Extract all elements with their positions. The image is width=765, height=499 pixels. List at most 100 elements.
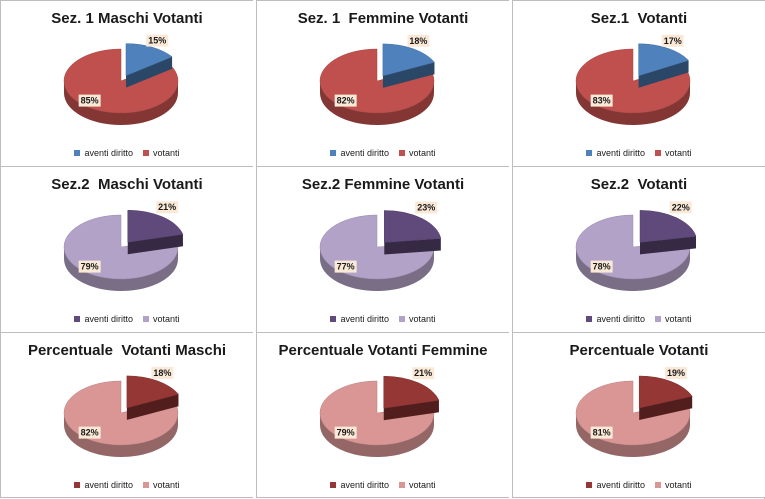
data-label-box	[669, 201, 692, 214]
pie-chart-panel: Sez.1 Votanti 83% 17% aventi diritto votanti	[512, 0, 765, 166]
pie-slice	[638, 43, 690, 88]
slice-cut-face	[638, 60, 689, 88]
data-label-text: 23%	[417, 202, 435, 212]
data-label-box	[590, 94, 613, 107]
chart-legend: aventi diritto votanti	[257, 480, 509, 490]
legend-entry: votanti	[143, 480, 180, 490]
legend-swatch	[330, 316, 337, 322]
data-label-box	[407, 34, 430, 47]
slice-cut-face	[384, 238, 441, 255]
chart-legend: aventi diritto votanti	[1, 314, 253, 324]
legend-entry: votanti	[655, 148, 692, 158]
slice-side	[64, 81, 178, 125]
legend-swatch	[399, 482, 405, 488]
chart-title: Sez. 1 Maschi Votanti	[51, 10, 203, 27]
slice-side	[64, 247, 178, 291]
data-label-text: 79%	[81, 262, 99, 272]
pie-slice	[125, 43, 173, 88]
legend-entry: votanti	[399, 148, 436, 158]
data-label: 79%	[334, 426, 357, 439]
pie-svg: 82% 18%	[319, 34, 435, 125]
slice-side	[320, 81, 434, 125]
data-label: 21%	[412, 367, 435, 380]
pie-chart-panel: Sez.2 Femmine Votanti 77% 23% aventi diritt…	[256, 166, 509, 332]
pie-svg: 83% 17%	[575, 34, 691, 125]
data-label-box	[661, 34, 684, 47]
pie-slice	[382, 43, 435, 88]
data-label-text: 83%	[593, 96, 611, 106]
legend-label: aventi diritto	[596, 148, 645, 158]
slice-cut-face	[126, 394, 179, 420]
legend-swatch	[143, 316, 149, 322]
legend-label: votanti	[409, 314, 436, 324]
pie-svg: 79% 21%	[319, 367, 440, 457]
data-label: 85%	[78, 94, 101, 107]
slice-side	[320, 247, 434, 291]
pie-slice	[383, 375, 440, 421]
legend-label: votanti	[153, 148, 180, 158]
slice-side	[576, 247, 690, 291]
data-label: 82%	[334, 94, 357, 107]
pie-slice	[384, 210, 442, 255]
pie-chart-panel: Percentuale Votanti 81% 19% aventi diritto v…	[512, 332, 765, 498]
pie-svg: 81% 19%	[575, 366, 693, 457]
chart-title: Sez.2 Votanti	[590, 176, 688, 193]
pie-svg: 78% 22%	[575, 201, 697, 291]
data-label-box	[665, 366, 688, 379]
slice-cut-face	[125, 56, 173, 88]
legend-entry: aventi diritto	[330, 480, 389, 490]
legend-swatch	[655, 150, 661, 156]
legend-label: votanti	[409, 480, 436, 490]
chart-title: Percentuale Votanti Femmine	[278, 342, 488, 359]
legend-label: votanti	[665, 480, 692, 490]
data-label-text: 18%	[409, 36, 427, 46]
legend-swatch	[143, 482, 149, 488]
data-label-box	[334, 94, 357, 107]
data-label: 18%	[151, 366, 174, 379]
slice-top	[383, 375, 440, 409]
legend-entry: aventi diritto	[330, 148, 389, 158]
chart-legend: aventi diritto votanti	[257, 148, 509, 158]
chart-title: Sez.1 Votanti	[590, 10, 688, 27]
data-label: 21%	[156, 201, 179, 214]
legend-label: votanti	[665, 148, 692, 158]
legend-swatch	[586, 150, 593, 156]
pie-slice	[638, 375, 693, 420]
legend-label: aventi diritto	[340, 480, 389, 490]
chart-title: Sez. 1 Femmine Votanti	[297, 10, 469, 27]
slice-cut-face	[383, 400, 439, 421]
slice-top	[125, 43, 173, 76]
legend-swatch	[586, 316, 593, 322]
pie-chart-panel: Sez.2 Votanti 78% 22% aventi diritto votanti	[512, 166, 765, 332]
data-label-box	[415, 201, 438, 214]
legend-entry: votanti	[143, 148, 180, 158]
slice-side	[576, 413, 690, 457]
data-label-text: 19%	[667, 368, 685, 378]
data-label-text: 77%	[337, 262, 355, 272]
data-label-text: 17%	[664, 36, 682, 46]
data-label-box	[78, 260, 101, 273]
pie-svg: 77% 23%	[319, 201, 442, 291]
legend-entry: votanti	[399, 314, 436, 324]
legend-label: aventi diritto	[596, 314, 645, 324]
data-label-box	[412, 367, 435, 380]
legend-label: votanti	[153, 480, 180, 490]
data-label-text: 15%	[148, 36, 166, 46]
pie-svg: 82% 18%	[63, 366, 179, 457]
chart-title: Percentuale Votanti	[569, 342, 709, 359]
legend-label: aventi diritto	[84, 480, 133, 490]
slice-top	[126, 375, 179, 409]
data-label-box	[590, 260, 613, 273]
data-label-box	[151, 366, 174, 379]
data-label-text: 21%	[414, 368, 432, 378]
legend-entry: aventi diritto	[586, 480, 645, 490]
chart-title: Percentuale Votanti Maschi	[27, 342, 227, 359]
data-label-box	[590, 426, 613, 439]
data-label: 22%	[669, 201, 692, 214]
legend-swatch	[655, 482, 661, 488]
data-label-text: 82%	[81, 428, 99, 438]
slice-top	[384, 210, 442, 243]
pie-chart-panel: Sez.2 Maschi Votanti 79% 21% aventi diritto…	[0, 166, 253, 332]
data-label-text: 79%	[337, 428, 355, 438]
